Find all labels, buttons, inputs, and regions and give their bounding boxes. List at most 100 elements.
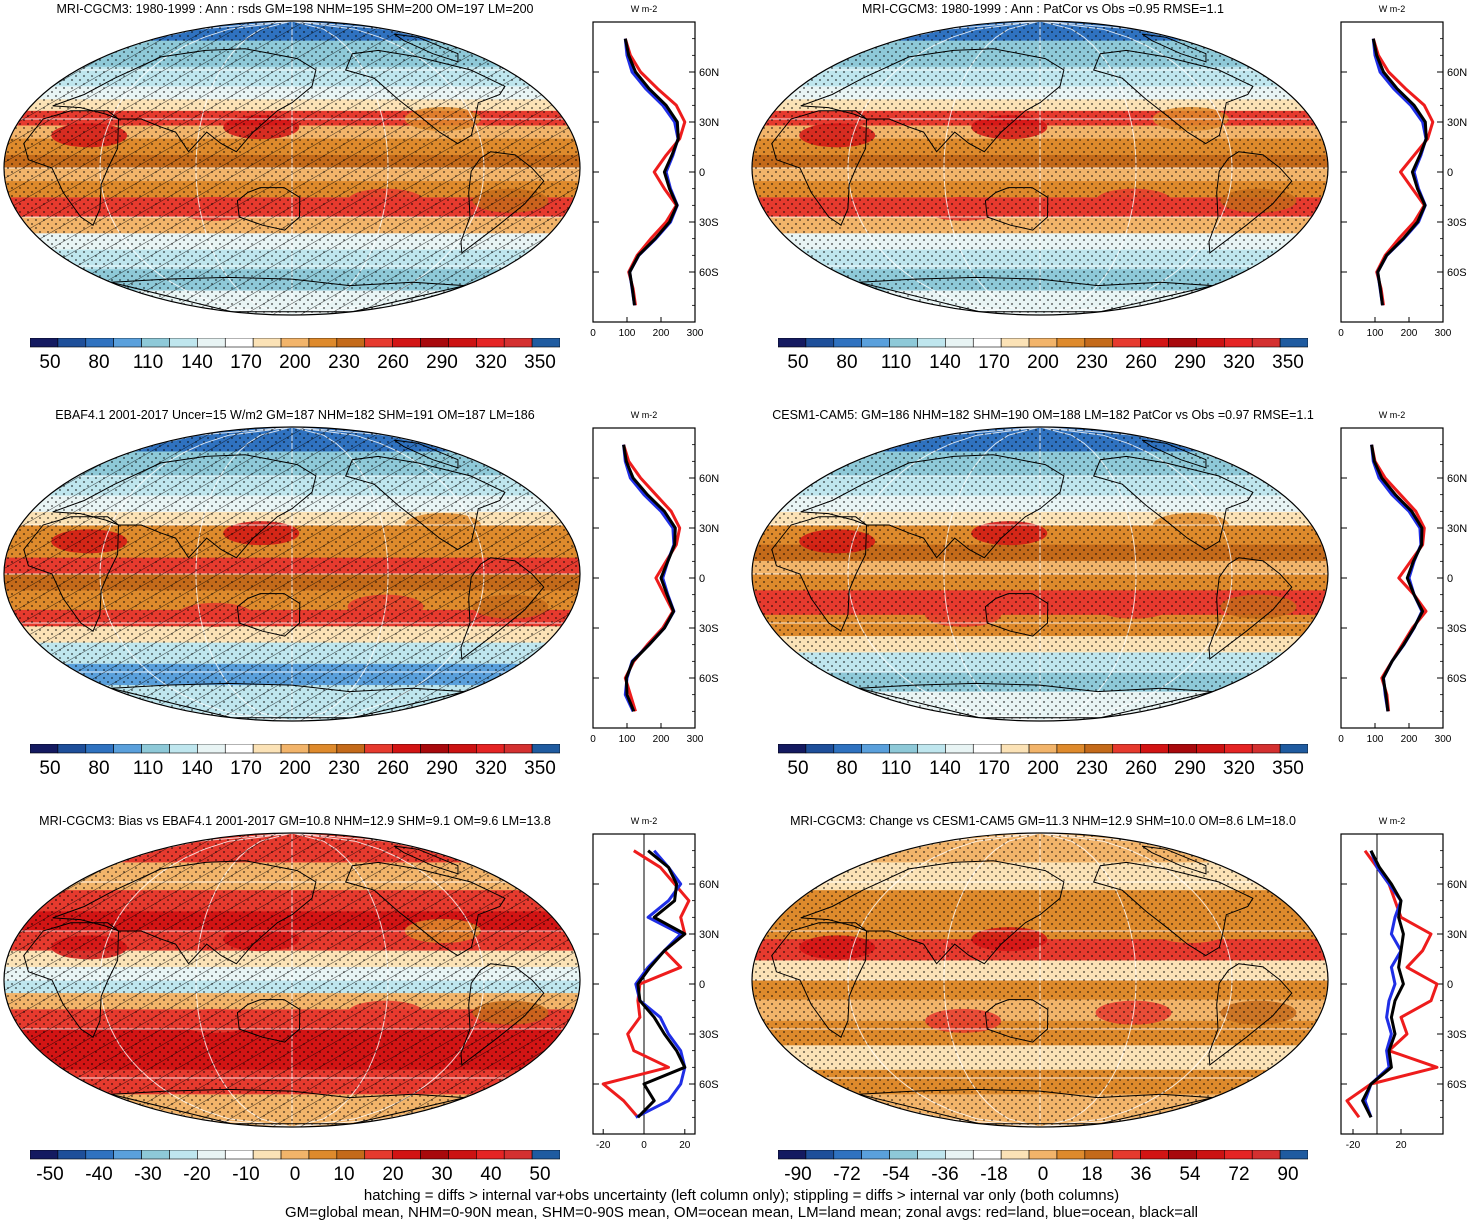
x-tick-label: 100 bbox=[619, 734, 636, 745]
colorbar: 50 80 110 140 170 200 230 260 290 320 350 bbox=[778, 744, 1308, 780]
colorbar-swatch bbox=[169, 744, 198, 754]
lat-label: 60S bbox=[1447, 673, 1467, 685]
colorbar-swatch bbox=[945, 1150, 974, 1160]
colorbar-label: 290 bbox=[1174, 352, 1206, 373]
colorbar-label: 110 bbox=[133, 758, 163, 779]
colorbar-swatch bbox=[169, 1150, 198, 1160]
zonal-line-land bbox=[601, 849, 691, 1119]
colorbar-swatch bbox=[30, 338, 59, 348]
world-map bbox=[750, 830, 1330, 1130]
colorbar-swatch bbox=[503, 744, 533, 754]
colorbar-label: 80 bbox=[88, 352, 109, 373]
lat-label: 30S bbox=[1447, 1029, 1467, 1041]
zonal-line-ocean bbox=[634, 849, 687, 1119]
lat-label: 60N bbox=[1447, 67, 1467, 79]
map-border bbox=[3, 832, 581, 1128]
colorbar-swatch bbox=[476, 744, 505, 754]
colorbar-swatch bbox=[197, 744, 226, 754]
lat-label: 30S bbox=[1447, 623, 1467, 635]
panel-title: MRI-CGCM3: Change vs CESM1-CAM5 GM=11.3 … bbox=[790, 814, 1296, 828]
panel-title: MRI-CGCM3: 1980-1999 : Ann : rsds GM=198… bbox=[56, 2, 534, 16]
map-border bbox=[751, 832, 1329, 1128]
colorbar-swatch bbox=[113, 744, 142, 754]
colorbar-swatch bbox=[1140, 338, 1169, 348]
lat-label: 30S bbox=[1447, 217, 1467, 229]
colorbar-swatch bbox=[805, 744, 835, 754]
colorbar-label: 90 bbox=[1277, 1164, 1298, 1185]
colorbar-swatch bbox=[531, 744, 560, 754]
x-tick-label: 200 bbox=[653, 328, 670, 339]
x-tick-label: 200 bbox=[1401, 734, 1418, 745]
map-border bbox=[3, 426, 581, 722]
lat-label: 30S bbox=[699, 623, 719, 635]
colorbar-swatch bbox=[778, 744, 807, 754]
x-tick-label: 300 bbox=[1435, 734, 1452, 745]
colorbar-label: 350 bbox=[524, 352, 556, 373]
zonal-line-all bbox=[1371, 38, 1428, 306]
colorbar-swatch bbox=[917, 744, 946, 754]
unit-label: W m-2 bbox=[1379, 410, 1406, 420]
zonal-line-land bbox=[1345, 849, 1439, 1119]
lat-label: 60N bbox=[699, 473, 719, 485]
colorbar-swatch bbox=[224, 1150, 254, 1160]
colorbar-label: 200 bbox=[1027, 758, 1059, 779]
colorbar-swatch bbox=[308, 338, 338, 348]
colorbar-swatch bbox=[280, 1150, 310, 1160]
colorbar-swatch bbox=[1196, 338, 1225, 348]
colorbar-swatch bbox=[1224, 744, 1253, 754]
colorbar-swatch bbox=[252, 338, 282, 348]
colorbar-label: 140 bbox=[181, 352, 213, 373]
colorbar-swatch bbox=[392, 338, 421, 348]
stippling-overlay bbox=[752, 21, 1328, 315]
x-tick-label: -20 bbox=[596, 1140, 611, 1151]
colorbar-swatch bbox=[364, 744, 393, 754]
colorbar-swatch bbox=[917, 1150, 946, 1160]
colorbar-swatch bbox=[889, 744, 918, 754]
unit-label: W m-2 bbox=[631, 4, 658, 14]
colorbar-label: 54 bbox=[1179, 1164, 1201, 1185]
colorbar-swatch bbox=[1279, 744, 1308, 754]
colorbar-label: 260 bbox=[377, 352, 409, 373]
colorbar-label: 230 bbox=[1076, 758, 1108, 779]
colorbar-label: -40 bbox=[85, 1164, 112, 1185]
colorbar-swatch bbox=[252, 744, 282, 754]
colorbar-label: -18 bbox=[980, 1164, 1007, 1185]
colorbar-label: 230 bbox=[1076, 352, 1108, 373]
unit-label: W m-2 bbox=[631, 410, 658, 420]
colorbar-label: 350 bbox=[1272, 758, 1304, 779]
colorbar-swatch bbox=[1279, 338, 1308, 348]
zonal-line-all bbox=[622, 444, 677, 712]
x-tick-label: 0 bbox=[590, 328, 596, 339]
colorbar-swatch bbox=[833, 1150, 862, 1160]
colorbar: 50 80 110 140 170 200 230 260 290 320 350 bbox=[30, 744, 560, 780]
colorbar-label: -20 bbox=[183, 1164, 210, 1185]
footer-line-2: GM=global mean, NHM=0-90N mean, SHM=0-90… bbox=[284, 1204, 1198, 1221]
colorbar-label: 36 bbox=[1130, 1164, 1151, 1185]
colorbar-label: -36 bbox=[931, 1164, 958, 1185]
colorbar-label: 260 bbox=[1125, 758, 1157, 779]
x-tick-label: 0 bbox=[1338, 328, 1344, 339]
footer-line-1: hatching = diffs > internal var+obs unce… bbox=[363, 1187, 1120, 1204]
x-tick-label: -20 bbox=[1346, 1140, 1361, 1151]
colorbar-swatch bbox=[1028, 338, 1058, 348]
colorbar-label: 260 bbox=[377, 758, 409, 779]
colorbar-swatch bbox=[1056, 338, 1086, 348]
unit-label: W m-2 bbox=[1379, 4, 1406, 14]
colorbar-label: -90 bbox=[784, 1164, 811, 1185]
colorbar-swatch bbox=[972, 338, 1002, 348]
world-map bbox=[2, 830, 582, 1130]
panel-mri-climatology: MRI-CGCM3: 1980-1999 : Ann : rsds GM=198… bbox=[0, 0, 740, 405]
colorbar-swatch bbox=[169, 338, 198, 348]
colorbar-swatch bbox=[1112, 338, 1141, 348]
colorbar-swatch bbox=[531, 338, 560, 348]
colorbar-label: -50 bbox=[36, 1164, 63, 1185]
colorbar-label: 320 bbox=[1223, 352, 1255, 373]
colorbar-swatch bbox=[805, 1150, 835, 1160]
colorbar-swatch bbox=[448, 1150, 477, 1160]
colorbar-swatch bbox=[57, 338, 87, 348]
colorbar-label: 140 bbox=[181, 758, 213, 779]
colorbar-label: -54 bbox=[882, 1164, 910, 1185]
panel-mri-patcor: MRI-CGCM3: 1980-1999 : Ann : PatCor vs O… bbox=[748, 0, 1483, 405]
colorbar-swatch bbox=[1224, 1150, 1253, 1160]
map-border bbox=[751, 20, 1329, 316]
